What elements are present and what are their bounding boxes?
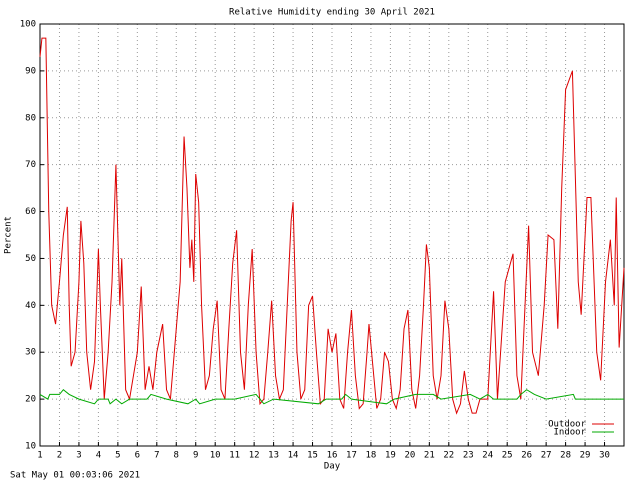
data-line [39,389,624,405]
y-tick-label: 40 [25,301,36,311]
x-tick-label: 19 [385,451,396,461]
plot-border [39,23,625,447]
x-tick-label: 6 [135,451,140,461]
y-axis-label: Percent [4,216,14,254]
x-tick-label: 17 [346,451,357,461]
y-tick-label: 10 [25,442,36,452]
x-tick-label: 20 [404,451,415,461]
x-tick-label: 7 [154,451,159,461]
legend-label: Indoor [553,428,586,438]
y-tick-label: 50 [25,254,36,264]
x-tick-label: 23 [463,451,474,461]
chart-title: Relative Humidity ending 30 April 2021 [229,8,435,18]
data-line [39,37,625,415]
x-tick-label: 4 [96,451,101,461]
x-tick-label: 27 [541,451,552,461]
x-tick-label: 28 [560,451,571,461]
y-tick-label: 30 [25,348,36,358]
y-tick-label: 70 [25,160,36,170]
x-tick-label: 15 [307,451,318,461]
x-tick-label: 5 [115,451,120,461]
x-tick-label: 10 [210,451,221,461]
x-tick-label: 8 [174,451,179,461]
y-tick-label: 20 [25,395,36,405]
x-tick-label: 1 [37,451,42,461]
y-tick-label: 80 [25,113,36,123]
legend-label: Outdoor [548,420,587,430]
x-tick-label: 12 [249,451,260,461]
x-tick-label: 16 [327,451,338,461]
x-tick-label: 13 [268,451,279,461]
x-tick-label: 29 [580,451,591,461]
x-tick-label: 3 [76,451,81,461]
y-tick-label: 60 [25,207,36,217]
x-tick-label: 30 [599,451,610,461]
x-tick-label: 11 [229,451,240,461]
x-axis-label: Day [324,462,341,472]
x-tick-label: 26 [521,451,532,461]
x-tick-label: 25 [502,451,513,461]
x-tick-label: 14 [288,451,299,461]
x-tick-label: 24 [482,451,493,461]
x-tick-label: 2 [57,451,62,461]
x-tick-label: 22 [443,451,454,461]
x-tick-label: 9 [193,451,198,461]
footer: Sat May 01 00:03:06 2021 [10,471,140,480]
y-tick-label: 100 [20,20,36,30]
x-tick-label: 21 [424,451,435,461]
x-tick-label: 18 [366,451,377,461]
y-tick-label: 90 [25,66,36,76]
